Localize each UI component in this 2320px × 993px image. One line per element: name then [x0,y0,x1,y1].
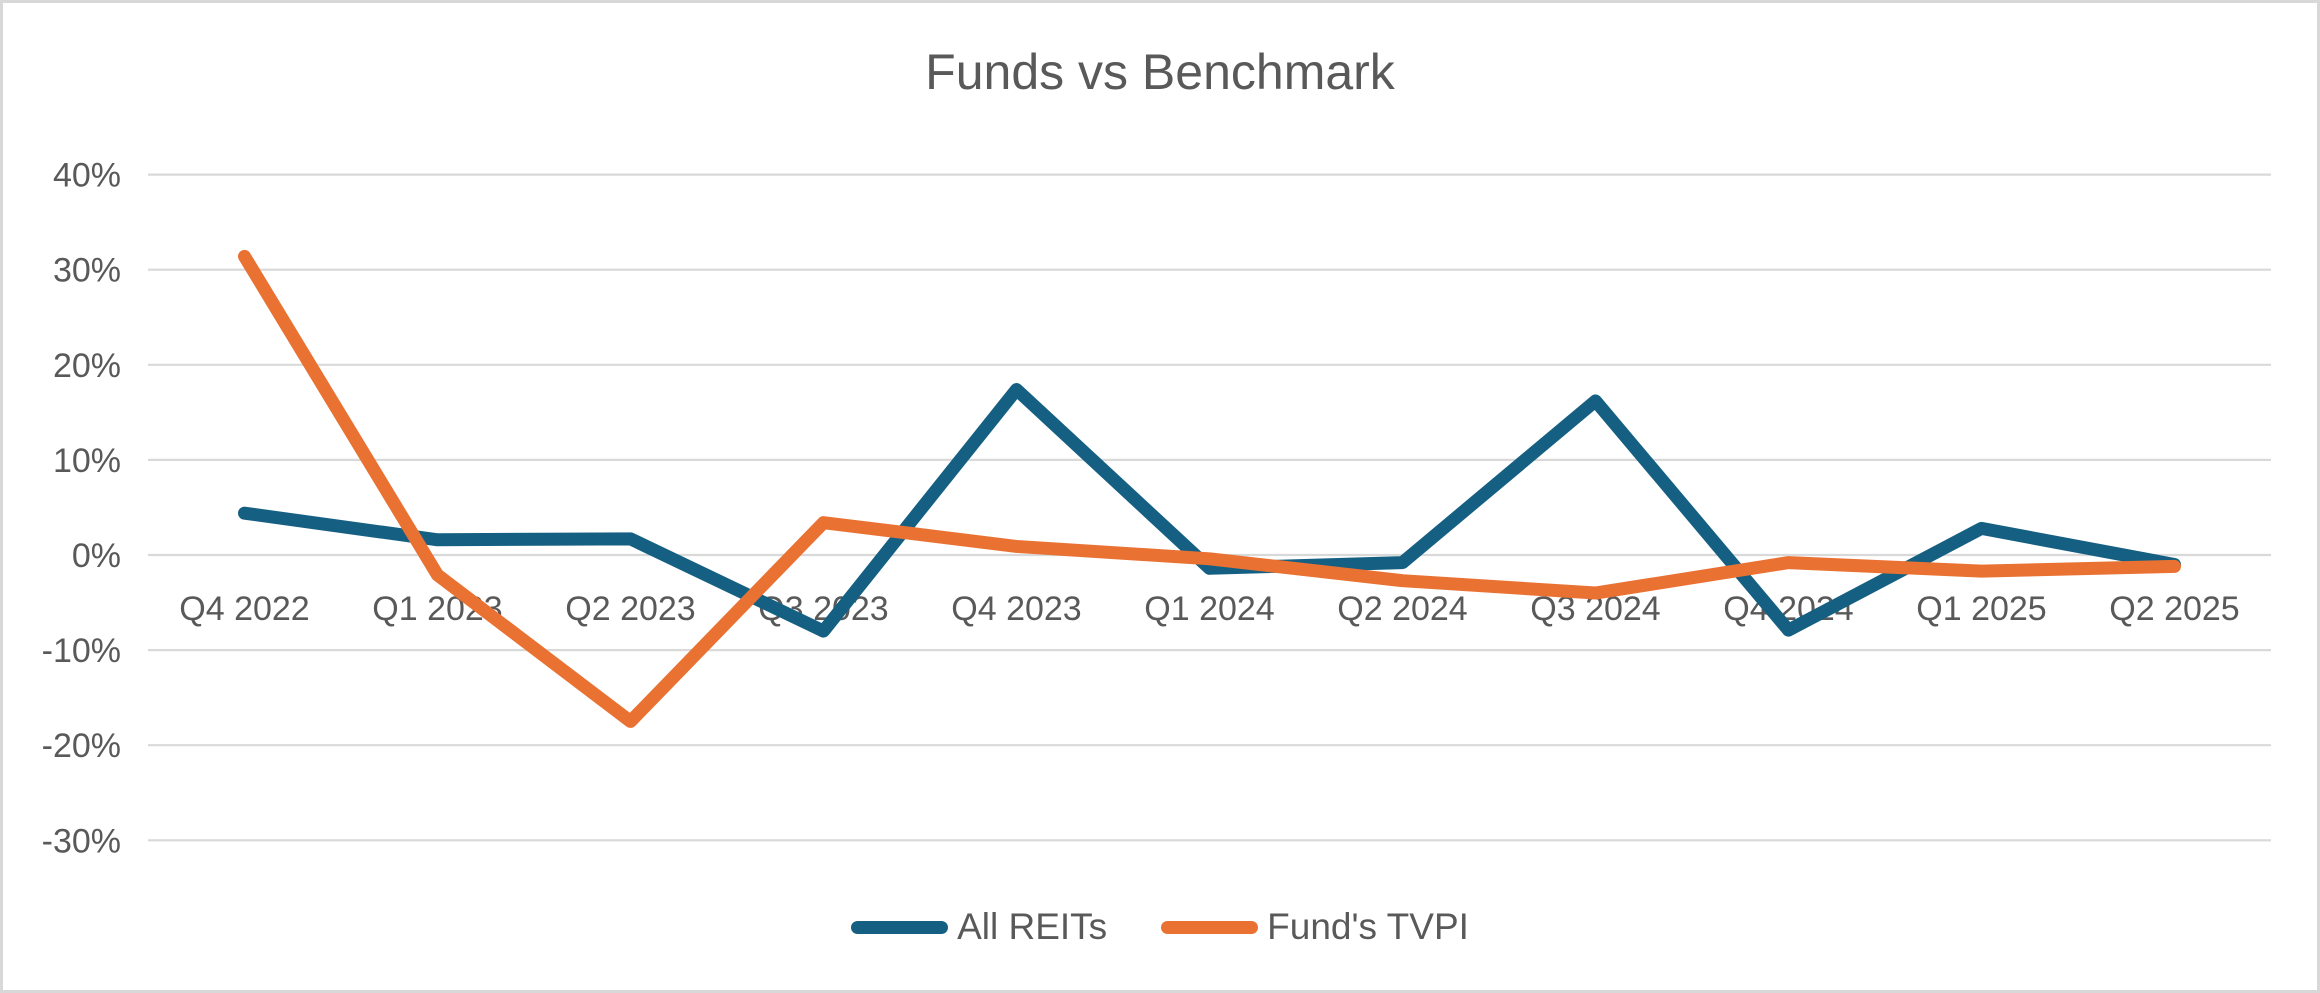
legend-swatch [851,920,949,934]
x-axis-labels: Q4 2022 Q1 2023 Q2 2023 Q3 2023 Q4 2023 Q1 20… [179,590,2239,628]
y-axis-tick-label: -30% [42,822,121,860]
y-axis-tick-label: 10% [53,442,121,480]
x-axis-tick-label: Q4 2022 [179,590,309,628]
legend-label: Fund's TVPI [1267,906,1469,947]
gridlines [148,173,2271,842]
y-axis-tick-label: 20% [53,347,121,385]
x-axis-tick-label: Q1 2025 [1916,590,2046,628]
y-axis-tick-label: -10% [42,632,121,670]
plot-area: 40%30%20%10%0%-10%-20%-30% Q4 2022 Q1 202… [42,157,2271,861]
x-axis-tick-label: Q2 2023 [565,590,695,628]
x-axis-tick-label: Q1 2024 [1144,590,1274,628]
series-lines [238,249,2181,728]
y-axis-tick-label: 0% [72,537,121,575]
y-axis-tick-label: 30% [53,252,121,290]
legend-swatch [1161,920,1259,934]
x-axis-tick-label: Q2 2025 [2109,590,2239,628]
legend-label: All REITs [957,906,1108,947]
series-line-all-reits [238,383,2181,638]
x-axis-tick-label: Q2 2024 [1337,590,1467,628]
y-axis-tick-label: -20% [42,727,121,765]
legend-item: All REITs [851,906,1107,948]
chart-title: Funds vs Benchmark [925,44,1395,100]
y-axis-labels: 40% 30% 20% 10% 0% -10% -20% -30% [42,157,121,861]
x-axis-tick-label: Q4 2023 [951,590,1081,628]
legend-item: Fund's TVPI [1161,906,1469,948]
legend: All REITs Fund's TVPI [3,906,2317,948]
y-axis-tick-label: 40% [53,157,121,195]
series-line-fund-s-tvpi [238,249,2181,728]
